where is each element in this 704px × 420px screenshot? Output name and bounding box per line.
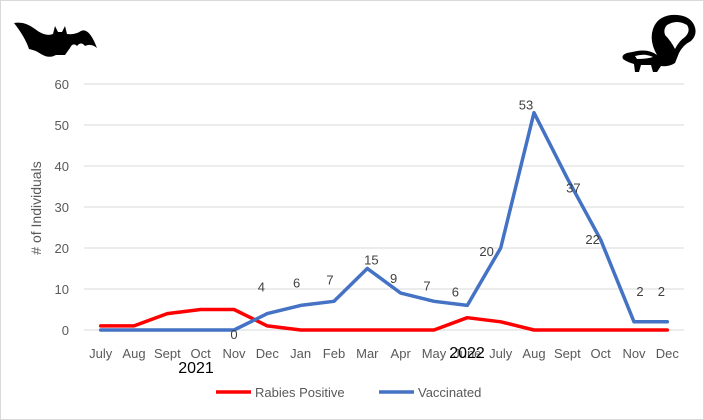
x-tick-label: Jan <box>290 346 311 361</box>
data-label-vaccinated: 4 <box>258 280 265 295</box>
x-tick-label: Nov <box>222 346 246 361</box>
x-tick-label: July <box>489 346 513 361</box>
data-label-vaccinated: 9 <box>390 271 397 286</box>
data-label-vaccinated: 6 <box>452 284 459 299</box>
y-tick-label: 0 <box>62 323 69 338</box>
data-label-vaccinated: 0 <box>230 327 237 342</box>
data-label-vaccinated: 37 <box>566 180 580 195</box>
x-tick-label: Aug <box>122 346 145 361</box>
x-tick-label: Nov <box>622 346 646 361</box>
legend-label-rabies-positive: Rabies Positive <box>255 385 345 400</box>
data-label-vaccinated: 15 <box>364 253 378 268</box>
data-label-vaccinated: 22 <box>585 232 599 247</box>
x-axis-ticks: July Aug Sept Oct Nov Dec Jan Feb Mar Apr May June J… <box>89 346 679 361</box>
year-label-2022: 2022 <box>449 345 485 362</box>
legend-label-vaccinated: Vaccinated <box>418 385 481 400</box>
y-axis-title: # of Individuals <box>28 161 44 254</box>
x-tick-label: Apr <box>391 346 412 361</box>
data-label-vaccinated: 2 <box>658 284 665 299</box>
y-tick-label: 40 <box>55 159 69 174</box>
data-label-vaccinated: 7 <box>423 278 430 293</box>
bat-silhouette-icon <box>14 22 97 57</box>
skunk-silhouette-icon <box>622 14 696 72</box>
series-lines <box>98 110 670 332</box>
y-tick-label: 10 <box>55 282 69 297</box>
y-tick-label: 20 <box>55 241 69 256</box>
gridlines <box>84 83 684 331</box>
year-label-2021: 2021 <box>178 360 214 377</box>
y-axis-ticks: 0 10 20 30 40 50 60 <box>55 77 69 338</box>
x-tick-label: Aug <box>522 346 545 361</box>
x-tick-label: July <box>89 346 113 361</box>
x-tick-label: Oct <box>591 346 612 361</box>
y-tick-label: 50 <box>55 118 69 133</box>
x-tick-label: Sept <box>554 346 581 361</box>
x-tick-label: Dec <box>656 346 680 361</box>
data-label-vaccinated: 53 <box>519 98 533 113</box>
data-label-vaccinated: 2 <box>636 284 643 299</box>
x-tick-label: Feb <box>323 346 345 361</box>
x-tick-label: Dec <box>256 346 280 361</box>
legend: Rabies Positive Vaccinated <box>216 385 481 400</box>
x-tick-label: Mar <box>356 346 379 361</box>
y-tick-label: 30 <box>55 200 69 215</box>
data-label-vaccinated: 20 <box>479 244 493 259</box>
series-line-rabies-positive <box>98 307 670 332</box>
series-line-vaccinated <box>98 110 670 332</box>
data-label-vaccinated: 7 <box>326 272 333 287</box>
y-tick-label: 60 <box>55 77 69 92</box>
x-tick-label: June <box>453 346 481 361</box>
x-tick-label: Oct <box>191 346 212 361</box>
x-tick-label: Sept <box>154 346 181 361</box>
data-label-vaccinated: 6 <box>293 275 300 290</box>
x-tick-label: May <box>422 346 447 361</box>
